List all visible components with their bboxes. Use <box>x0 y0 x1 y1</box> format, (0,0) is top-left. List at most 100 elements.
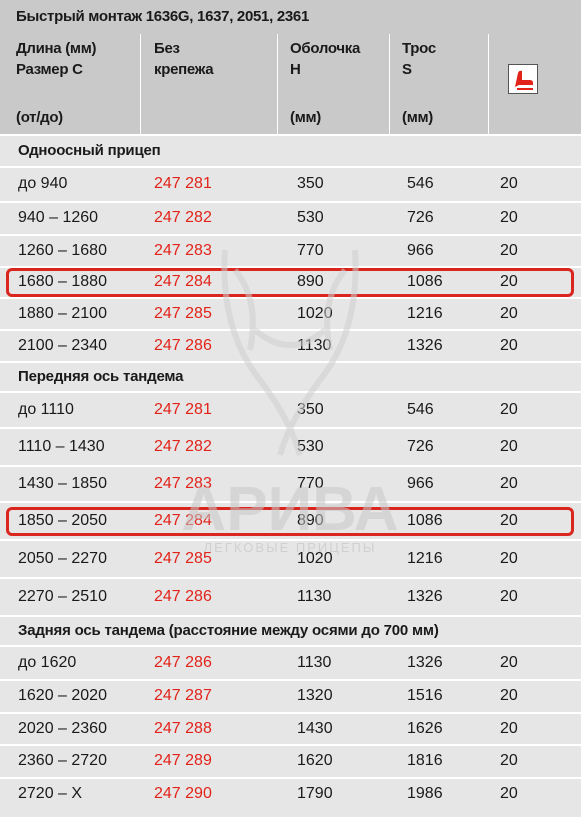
section-header: Задняя ось тандема (расстояние между ося… <box>0 615 581 645</box>
cell-s: 1626 <box>407 719 443 737</box>
cell-qty: 20 <box>500 336 518 354</box>
cell-length: 2020 – 2360 <box>18 719 107 737</box>
cell-qty: 20 <box>500 273 518 290</box>
cell-s: 1086 <box>407 273 443 290</box>
cell-part: 247 285 <box>154 549 212 567</box>
cell-length: 1260 – 1680 <box>18 241 107 259</box>
cell-qty: 20 <box>500 241 518 259</box>
cell-length: до 1110 <box>18 400 74 418</box>
section-title: Передняя ось тандема <box>18 368 184 385</box>
cell-h: 1130 <box>297 653 332 671</box>
cell-part: 247 290 <box>154 784 212 802</box>
cell-qty: 20 <box>500 474 518 492</box>
cell-h: 770 <box>297 241 324 259</box>
cell-s: 966 <box>407 474 434 492</box>
header-cable-unit: (мм) <box>402 109 433 126</box>
cell-s: 1326 <box>407 336 443 354</box>
table-row: 1880 – 2100 247 285 1020 1216 20 <box>0 297 581 329</box>
header-part: Без крепежа <box>154 38 274 132</box>
cell-qty: 20 <box>500 304 518 322</box>
header-sheath-line2: H <box>290 61 301 78</box>
cell-s: 1516 <box>407 687 443 704</box>
cell-length: 1430 – 1850 <box>18 474 107 492</box>
table-row: 940 – 1260 247 282 530 726 20 <box>0 201 581 234</box>
cell-length: 2360 – 2720 <box>18 752 107 769</box>
cell-length: 2270 – 2510 <box>18 587 107 605</box>
header-divider <box>140 34 141 134</box>
highlight-box <box>6 506 574 536</box>
header-length-unit: (от/до) <box>16 109 63 126</box>
cell-qty: 20 <box>500 587 518 605</box>
cell-h: 1020 <box>297 549 333 567</box>
header-sheath-unit: (мм) <box>290 109 321 126</box>
seat-icon <box>508 64 538 94</box>
table-row: до 940 247 281 350 546 20 <box>0 166 581 201</box>
cell-length: 940 – 1260 <box>18 209 99 226</box>
cell-length: 1680 – 1880 <box>18 273 107 290</box>
cell-s: 1216 <box>407 304 443 322</box>
cell-h: 1620 <box>297 752 333 769</box>
cell-part: 247 284 <box>154 511 212 529</box>
title-bar: Быстрый монтаж 1636G, 1637, 2051, 2361 <box>0 0 581 34</box>
cell-part: 247 284 <box>154 273 212 290</box>
table-row: 1430 – 1850 247 283 770 966 20 <box>0 465 581 501</box>
section-header: Передняя ось тандема <box>0 361 581 391</box>
table-row: до 1110 247 281 350 546 20 <box>0 391 581 427</box>
cell-part: 247 288 <box>154 719 212 737</box>
header-divider <box>389 34 390 134</box>
cell-s: 966 <box>407 241 434 259</box>
cell-part: 247 281 <box>154 175 212 192</box>
cell-length: 2720 – X <box>18 784 83 802</box>
cell-part: 247 286 <box>154 653 212 671</box>
cell-qty: 20 <box>500 400 518 418</box>
cell-h: 1130 <box>297 587 332 605</box>
cell-part: 247 281 <box>154 400 212 418</box>
cell-length: 1850 – 2050 <box>18 511 107 529</box>
header-divider <box>277 34 278 134</box>
cell-qty: 20 <box>500 687 518 704</box>
cell-qty: 20 <box>500 209 518 226</box>
section-header: Одноосный прицеп <box>0 134 581 166</box>
section-title: Одноосный прицеп <box>18 142 161 159</box>
cell-part: 247 289 <box>154 752 212 769</box>
cell-qty: 20 <box>500 175 518 192</box>
table-row: 2270 – 2510 247 286 1130 1326 20 <box>0 577 581 615</box>
cell-part: 247 282 <box>154 209 212 226</box>
header-cable-line2: S <box>402 61 412 78</box>
cell-qty: 20 <box>500 511 518 529</box>
cell-h: 530 <box>297 209 324 226</box>
header-divider <box>488 34 489 134</box>
cell-s: 726 <box>407 209 434 226</box>
cell-h: 1790 <box>297 784 333 802</box>
cell-s: 546 <box>407 175 434 192</box>
cell-h: 350 <box>297 400 324 418</box>
cell-s: 1216 <box>407 549 443 567</box>
cell-part: 247 285 <box>154 304 212 322</box>
cell-part: 247 283 <box>154 474 212 492</box>
table-row: 2020 – 2360 247 288 1430 1626 20 <box>0 712 581 744</box>
table-header: Длина (мм) Размер C (от/до) Без крепежа … <box>0 34 581 134</box>
cell-s: 1326 <box>407 587 443 605</box>
cell-h: 530 <box>297 437 324 455</box>
cell-h: 1130 <box>297 336 332 354</box>
header-cable-line1: Трос <box>402 40 436 57</box>
cell-h: 350 <box>297 175 324 192</box>
cell-part: 247 283 <box>154 241 212 259</box>
cell-qty: 20 <box>500 784 518 802</box>
highlight-box <box>6 268 574 297</box>
cell-length: 1110 – 1430 <box>18 437 105 455</box>
cell-h: 1430 <box>297 719 333 737</box>
cell-qty: 20 <box>500 549 518 567</box>
cell-s: 1326 <box>407 653 443 671</box>
cell-s: 726 <box>407 437 434 455</box>
table-row: 1620 – 2020 247 287 1320 1516 20 <box>0 679 581 712</box>
cell-s: 1816 <box>407 752 443 769</box>
cell-s: 546 <box>407 400 434 418</box>
cell-length: 1880 – 2100 <box>18 304 107 322</box>
cell-part: 247 286 <box>154 587 212 605</box>
table-row: 1850 – 2050 247 284 890 1086 20 <box>0 501 581 539</box>
cell-qty: 20 <box>500 719 518 737</box>
header-length-line2: Размер C <box>16 61 83 78</box>
cell-s: 1986 <box>407 784 443 802</box>
table-title: Быстрый монтаж 1636G, 1637, 2051, 2361 <box>16 8 310 25</box>
